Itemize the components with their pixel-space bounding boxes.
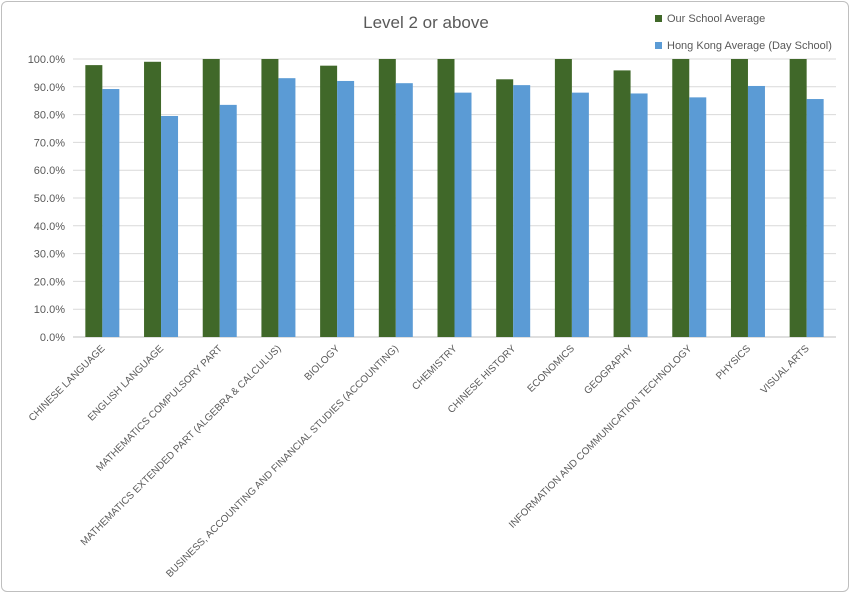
bar-hong-kong xyxy=(807,99,824,337)
x-tick-label: CHEMISTRY xyxy=(410,343,460,393)
x-tick-label: ECONOMICS xyxy=(526,343,578,395)
y-tick-label: 60.0% xyxy=(34,165,65,177)
bar-hong-kong xyxy=(396,83,413,337)
y-tick-label: 10.0% xyxy=(34,304,65,316)
x-tick-label: CHINESE HISTORY xyxy=(446,343,519,416)
x-tick-label: BUSINESS, ACCOUNTING AND FINANCIAL STUDI… xyxy=(164,343,401,580)
x-tick-label: MATHEMATICS COMPULSORY PART xyxy=(94,343,224,473)
bar-hong-kong xyxy=(102,89,119,337)
bar-hong-kong xyxy=(278,78,295,337)
bar-hong-kong xyxy=(748,86,765,337)
bar-our-school xyxy=(672,59,689,337)
bar-hong-kong xyxy=(689,97,706,337)
y-tick-label: 0.0% xyxy=(40,332,65,344)
bar-our-school xyxy=(790,59,807,337)
bar-hong-kong xyxy=(631,93,648,337)
y-tick-label: 100.0% xyxy=(28,54,66,66)
bar-hong-kong xyxy=(513,85,530,337)
bar-hong-kong xyxy=(337,81,354,337)
legend-label: Our School Average xyxy=(667,13,765,25)
x-tick-label: PHYSICS xyxy=(714,343,753,382)
legend-label: Hong Kong Average (Day School) xyxy=(667,40,832,52)
y-tick-label: 70.0% xyxy=(34,137,65,149)
bar-hong-kong xyxy=(455,93,472,337)
bar-our-school xyxy=(438,59,455,337)
bar-our-school xyxy=(144,62,161,337)
y-tick-label: 20.0% xyxy=(34,276,65,288)
bar-chart: Level 2 or above 0.0% 10.0% 20.0% 30.0% 40.0… xyxy=(0,0,852,595)
bar-our-school xyxy=(320,66,337,337)
bar-hong-kong xyxy=(572,93,589,337)
bar-our-school xyxy=(555,59,572,337)
bar-our-school xyxy=(614,70,631,337)
bar-our-school xyxy=(261,59,278,337)
chart-title: Level 2 or above xyxy=(363,13,489,32)
y-tick-label: 80.0% xyxy=(34,110,65,122)
bar-our-school xyxy=(85,65,102,337)
y-tick-label: 30.0% xyxy=(34,249,65,261)
bar-our-school xyxy=(731,59,748,337)
y-tick-label: 40.0% xyxy=(34,221,65,233)
y-tick-label: 90.0% xyxy=(34,82,65,94)
y-tick-label: 50.0% xyxy=(34,193,65,205)
x-tick-label: VISUAL ARTS xyxy=(759,343,812,396)
x-tick-label: BIOLOGY xyxy=(303,343,343,383)
x-tick-label: MATHEMATICS EXTENDED PART (ALGEBRA & CAL… xyxy=(79,343,284,548)
bar-our-school xyxy=(203,59,220,337)
x-tick-label: GEOGRAPHY xyxy=(582,343,636,397)
legend-swatch xyxy=(655,42,662,49)
bar-our-school xyxy=(379,59,396,337)
bar-hong-kong xyxy=(161,116,178,337)
bar-hong-kong xyxy=(220,105,237,337)
bar-our-school xyxy=(496,79,513,337)
legend-swatch xyxy=(655,15,662,22)
